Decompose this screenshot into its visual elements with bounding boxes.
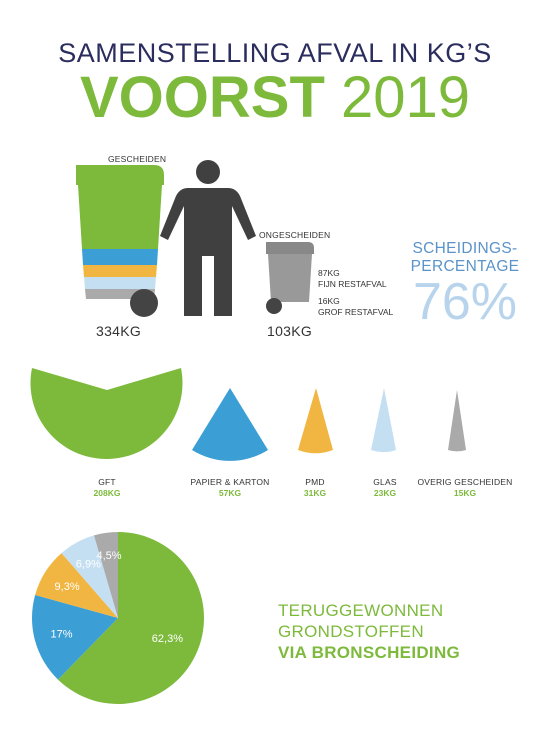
pie-label: 6,9% (76, 559, 101, 571)
pie-slice (94, 532, 118, 618)
recovered-line3: VIA BRONSCHEIDING (278, 643, 461, 662)
category-papier: PAPIER & KARTON 57KG (175, 477, 285, 499)
fine-waste-label: FIJN RESTAFVAL (318, 279, 387, 289)
fine-waste-kg: 87KG (318, 268, 340, 278)
recovered-line1: TERUGGEWONNEN (278, 601, 444, 620)
title-year: 2019 (341, 65, 471, 130)
title-place: VOORST (79, 65, 325, 130)
title-line2: VOORST 2019 (0, 66, 550, 130)
pie-label: 4,5% (96, 550, 121, 562)
separated-bin-icon (76, 165, 164, 317)
separated-kg: 334KG (96, 323, 142, 339)
title-line1: SAMENSTELLING AFVAL IN KG’S (58, 38, 492, 68)
pmd-shape (298, 388, 333, 454)
category-papier-kg: 57KG (218, 488, 242, 498)
person-icon (160, 160, 256, 316)
pie-slice (61, 535, 118, 618)
pie-slice (57, 532, 205, 704)
pie-label: 17% (51, 628, 73, 640)
category-gft-kg: 208KG (93, 488, 121, 498)
glas-shape (371, 388, 396, 453)
recovered-text: TERUGGEWONNEN GRONDSTOFFEN VIA BRONSCHEI… (278, 600, 460, 663)
gft-shape (30, 368, 183, 460)
category-shapes (30, 368, 466, 461)
category-overig-label: OVERIG GESCHEIDEN (417, 477, 513, 487)
papier-karton-shape (192, 388, 268, 461)
separation-label-line2: PERCENTAGE (410, 258, 520, 275)
coarse-waste-note: 16KG GROF RESTAFVAL (318, 296, 393, 318)
fine-waste-note: 87KG FIJN RESTAFVAL (318, 268, 387, 290)
category-overig: OVERIG GESCHEIDEN 15KG (405, 477, 525, 499)
separation-label: SCHEIDINGS- PERCENTAGE (405, 240, 525, 276)
pie-chart: 62,3% 17% 9,3% 6,9%4,5% (31, 532, 205, 704)
recovered-line2: GRONDSTOFFEN (278, 622, 424, 641)
pie-slice (31, 595, 119, 680)
coarse-waste-kg: 16KG (318, 296, 340, 306)
pie-slice (35, 553, 118, 618)
category-overig-kg: 15KG (453, 488, 477, 498)
category-pmd-label: PMD (305, 477, 325, 487)
pie-label: 62,3% (152, 633, 183, 645)
category-pmd: PMD 31KG (290, 477, 340, 499)
unseparated-bin-icon (266, 242, 314, 314)
unseparated-label: ONGESCHEIDEN (259, 230, 331, 240)
category-glas-label: GLAS (373, 477, 397, 487)
separation-percentage: 76% (412, 273, 518, 331)
coarse-waste-label: GROF RESTAFVAL (318, 307, 394, 317)
unseparated-kg: 103KG (267, 323, 313, 339)
category-glas: GLAS 23KG (360, 477, 410, 499)
pie-label: 9,3% (55, 581, 80, 593)
category-glas-kg: 23KG (373, 488, 397, 498)
separation-label-line1: SCHEIDINGS- (412, 240, 518, 257)
overig-shape (448, 390, 466, 452)
category-gft: GFT 208KG (67, 477, 147, 499)
category-gft-label: GFT (98, 477, 116, 487)
separated-label: GESCHEIDEN (108, 154, 167, 164)
category-pmd-kg: 31KG (303, 488, 327, 498)
category-papier-label: PAPIER & KARTON (190, 477, 270, 487)
